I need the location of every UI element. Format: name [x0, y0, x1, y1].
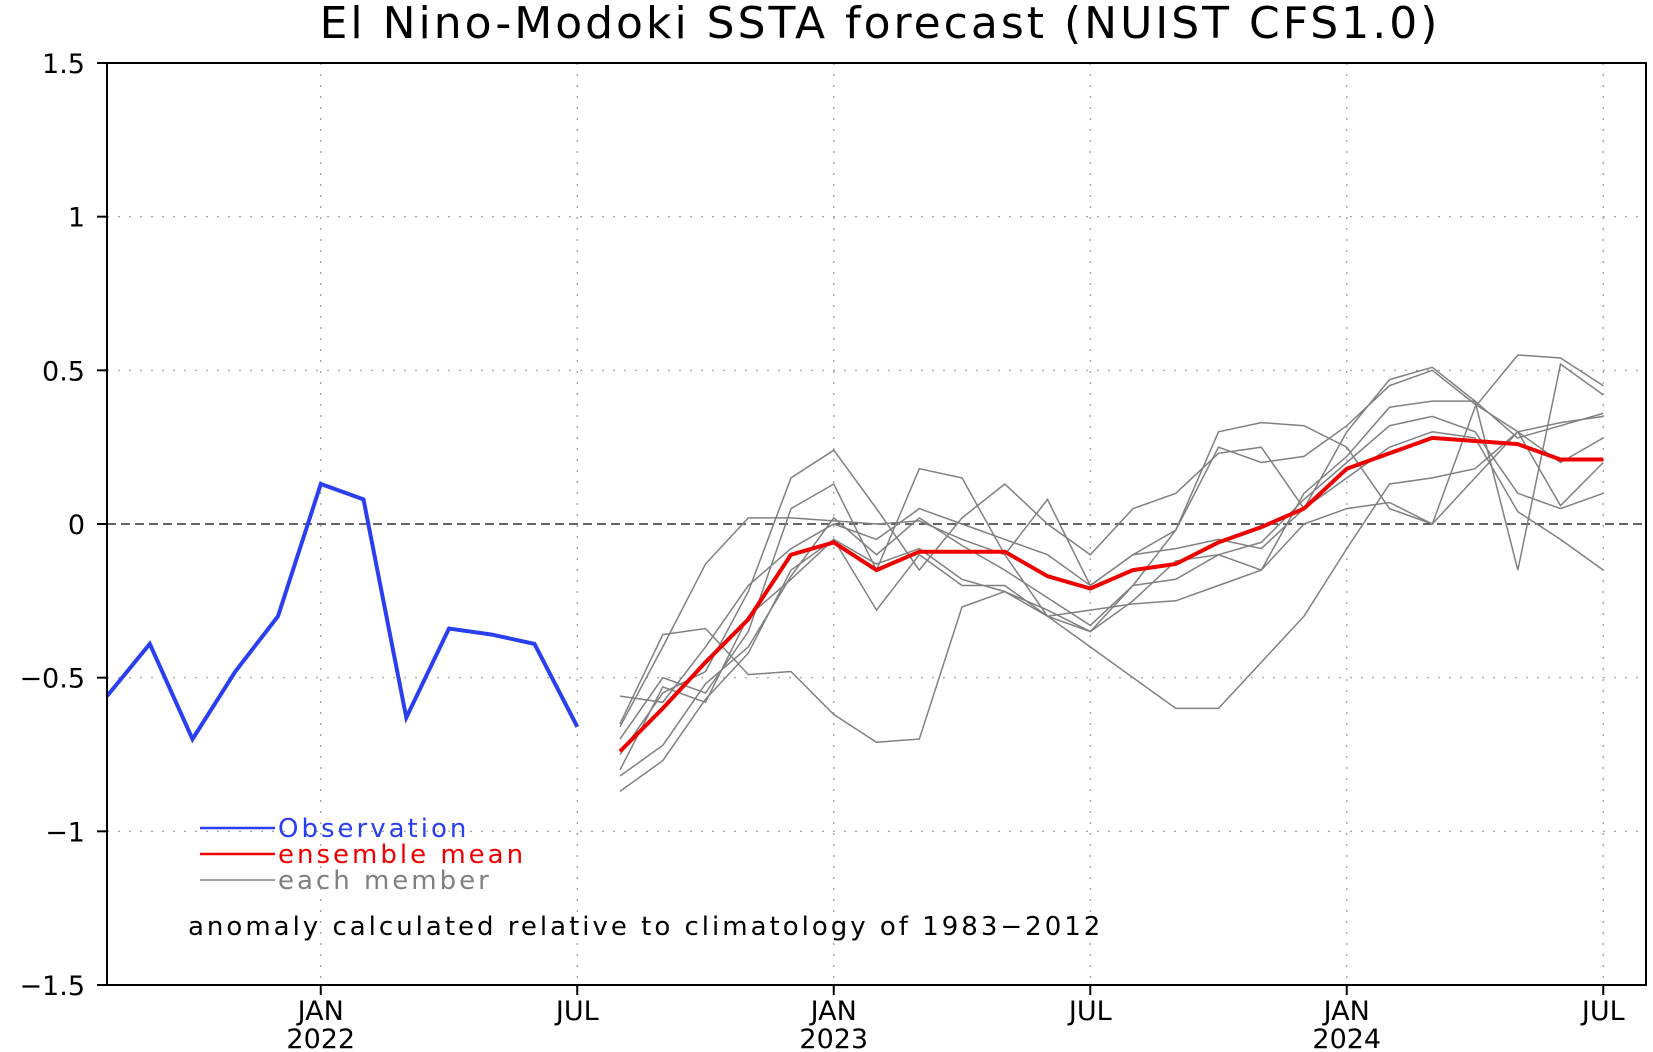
observation-line	[105, 481, 580, 744]
y-tick-label: 1	[68, 203, 85, 234]
legend-label: Observation	[278, 814, 469, 844]
y-tick-label: −1.5	[19, 971, 85, 1002]
y-tick-label: 0	[68, 510, 85, 541]
x-tick-year-label: 2022	[286, 1024, 355, 1052]
observation-line-group	[105, 481, 580, 744]
y-tick-label: −1	[45, 817, 85, 848]
y-tick-label: 0.5	[42, 356, 85, 387]
x-tick-year-label: 2023	[799, 1024, 868, 1052]
x-tick-year-label: 2024	[1312, 1024, 1381, 1052]
member-line	[619, 400, 1604, 777]
member-line	[619, 362, 1604, 755]
member-line	[619, 430, 1604, 771]
legend-label: ensemble mean	[278, 840, 526, 870]
x-tick-label: JUL	[1067, 996, 1112, 1027]
x-tick-label: JUL	[1580, 996, 1625, 1027]
chart-title: El Nino-Modoki SSTA forecast (NUIST CFS1…	[320, 0, 1441, 49]
member-line	[619, 415, 1604, 793]
y-tick-label: −0.5	[19, 664, 85, 695]
x-tick-label: JAN	[296, 996, 344, 1027]
ensemble-mean-line	[618, 435, 1604, 753]
member-line	[619, 369, 1604, 728]
x-tick-label: JUL	[554, 996, 599, 1027]
x-tick-label: JAN	[809, 996, 857, 1027]
member-line	[619, 415, 1604, 743]
member-line	[619, 354, 1604, 740]
x-tick-label: JAN	[1322, 996, 1370, 1027]
annotation-note: anomaly calculated relative to climatolo…	[188, 912, 1103, 942]
member-lines	[619, 354, 1604, 793]
ensemble-mean-line-group	[618, 435, 1604, 753]
y-axis: 1.5 1 0.5 0 −0.5 −1 −1.5	[19, 49, 107, 1002]
y-tick-label: 1.5	[42, 49, 85, 80]
legend-label: each member	[278, 866, 492, 896]
